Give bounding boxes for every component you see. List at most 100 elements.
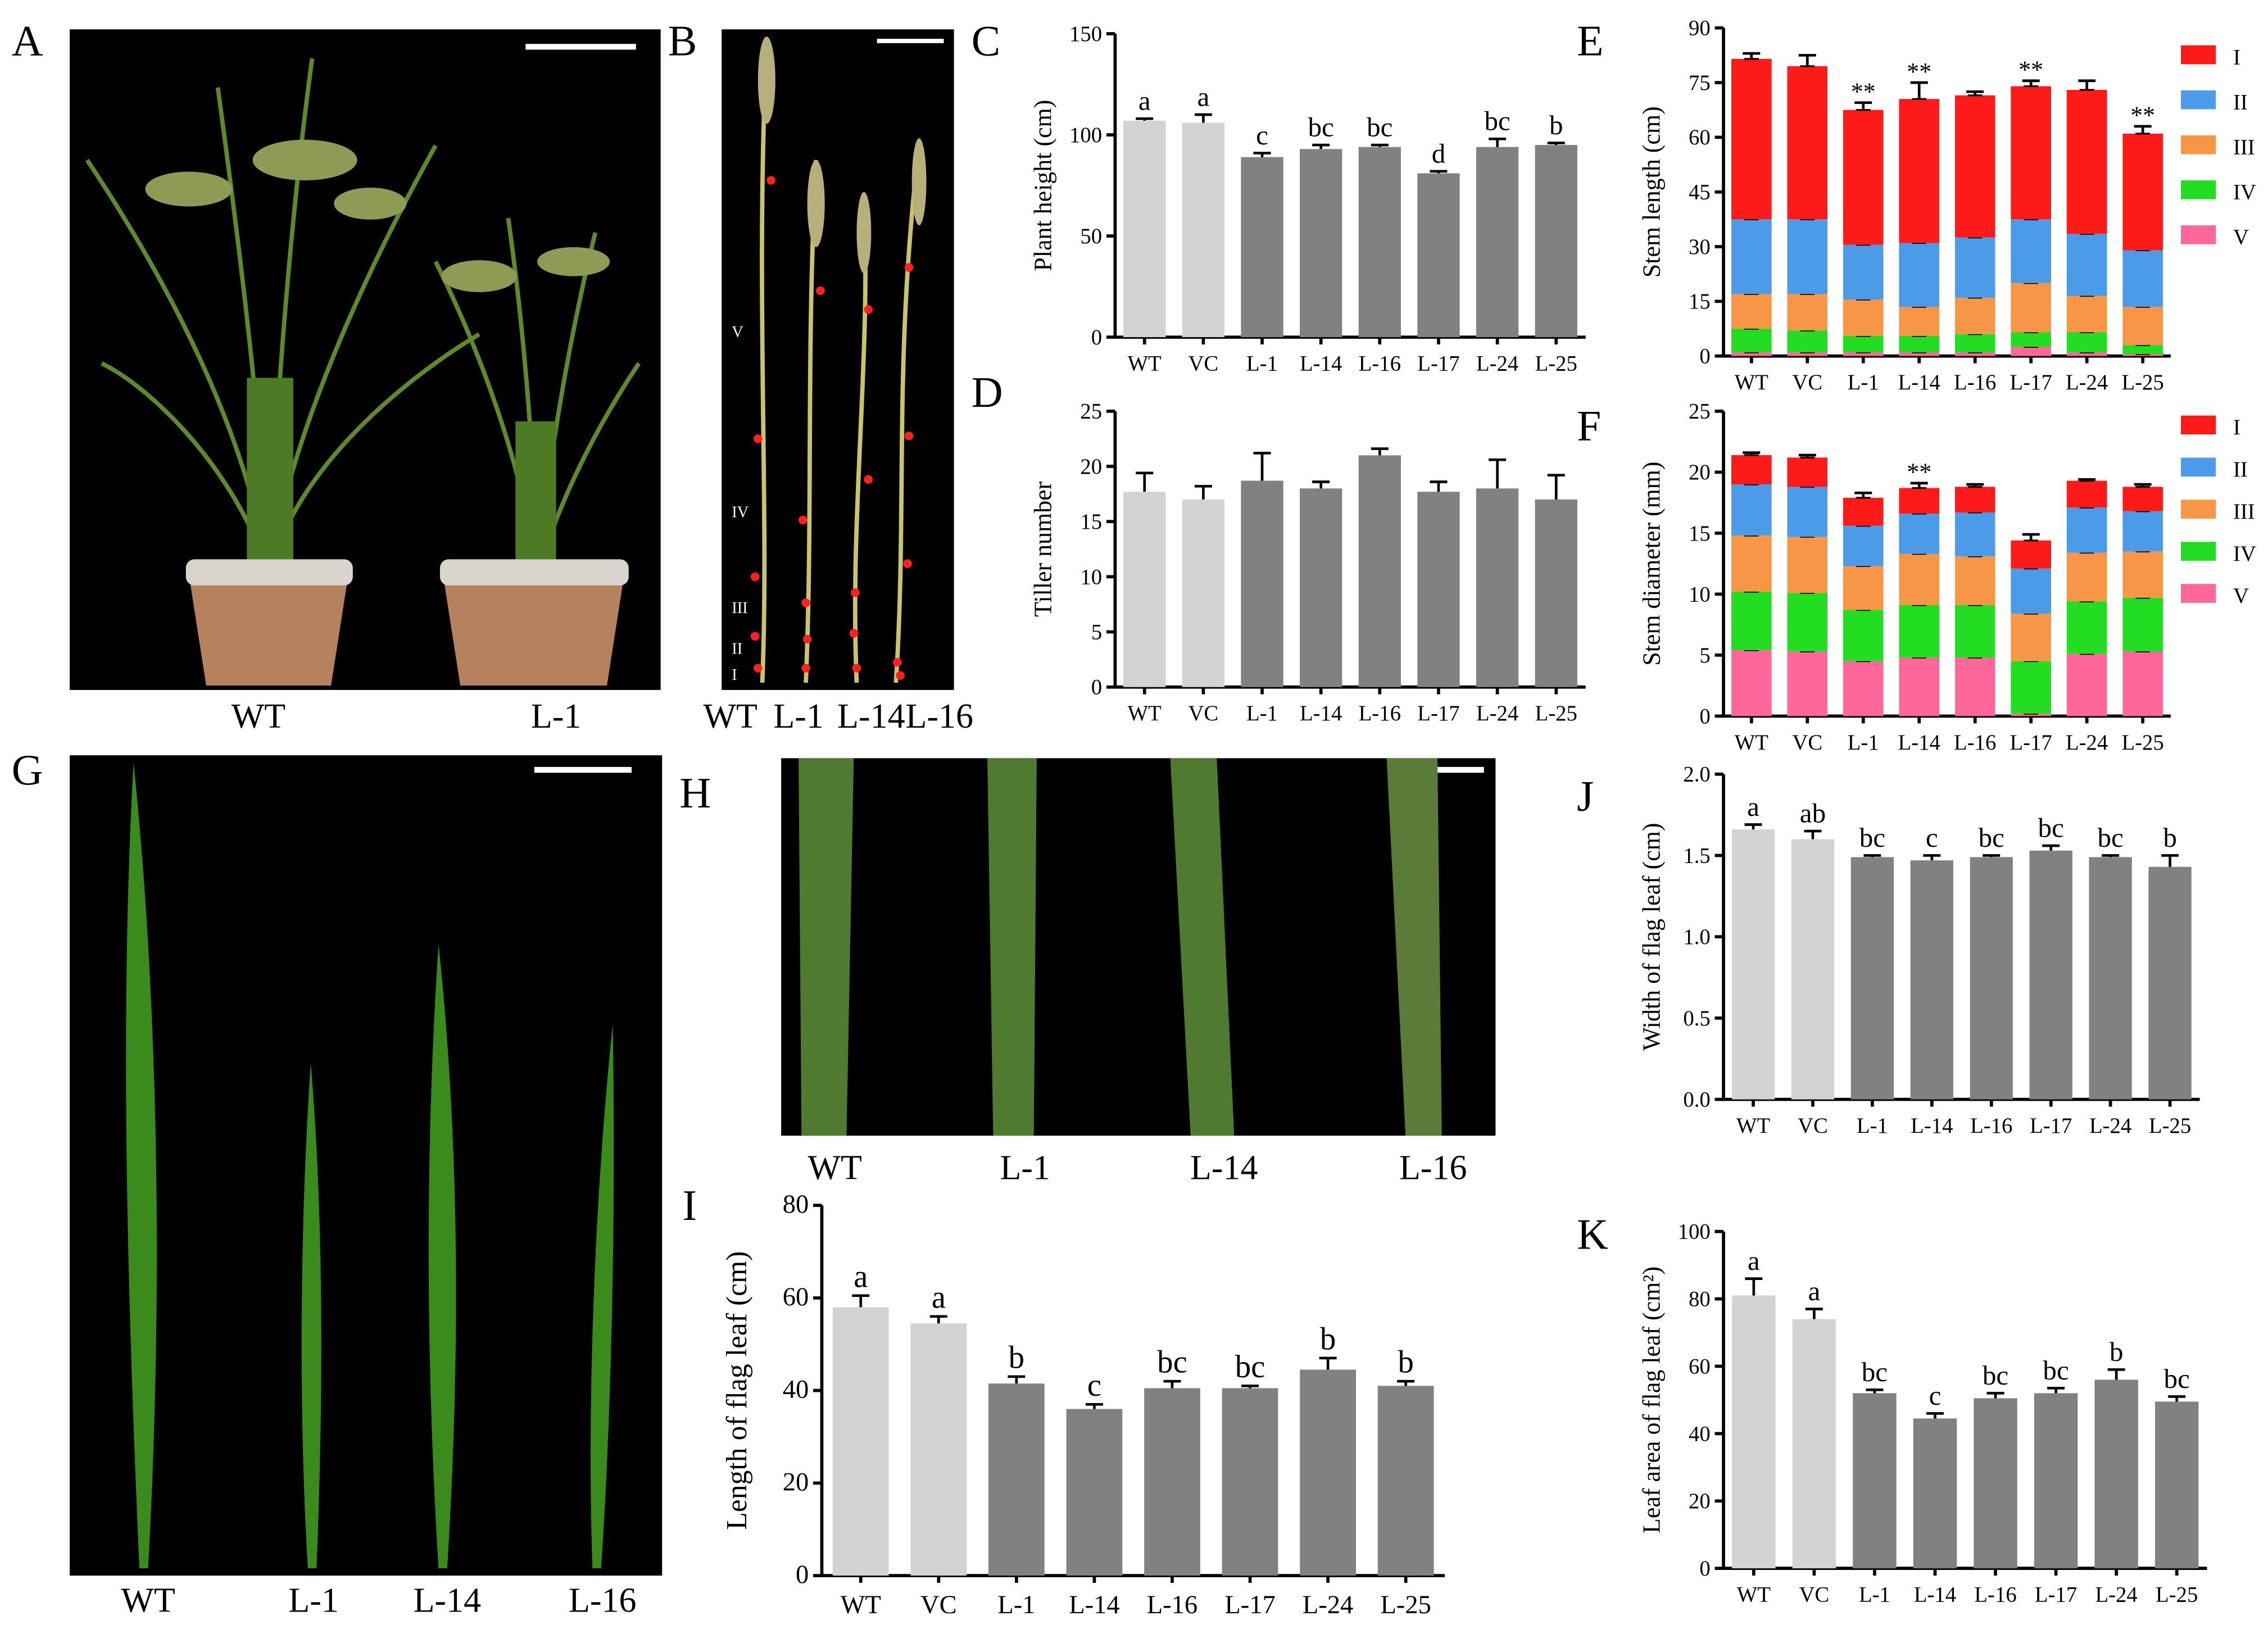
x-tick-label: L-16	[1954, 730, 1996, 755]
y-tick-label: 20	[1080, 455, 1102, 479]
x-tick-label: L-17	[1224, 1591, 1275, 1619]
x-tick-label: L-1	[1848, 370, 1879, 394]
bar-segment-iii	[1954, 297, 1995, 334]
bar-segment-iv	[1787, 330, 1828, 353]
significance-letter: b	[1398, 1345, 1413, 1380]
x-tick-label: L-14	[1069, 1591, 1119, 1619]
panel-h-label-l16: L-16	[1399, 1149, 1467, 1187]
x-tick-label: L-17	[2030, 1114, 2072, 1138]
internode-label-iv: IV	[732, 503, 749, 521]
bar-segment-v	[2011, 714, 2051, 716]
significance-letter: bc	[1235, 1349, 1265, 1385]
x-tick-label: L-1	[1848, 730, 1879, 755]
bar-segment-iv	[2122, 345, 2163, 355]
bar-segment-v	[1787, 352, 1828, 356]
bar-segment-i	[1899, 99, 1940, 243]
y-tick-label: 0.0	[1683, 1087, 1710, 1111]
panel-h-label-l14: L-14	[1190, 1149, 1258, 1187]
panel-g-label-l1: L-1	[288, 1582, 339, 1620]
bar-segment-iii	[2011, 614, 2051, 661]
bar	[1241, 480, 1283, 687]
bar-segment-v	[1899, 352, 1940, 356]
bar-segment-v	[1843, 352, 1884, 356]
x-tick-label: L-1	[997, 1591, 1035, 1619]
x-tick-label: L-14	[1898, 370, 1940, 394]
bar-segment-ii	[1787, 219, 1828, 294]
y-axis-label: Plant height (cm)	[1029, 100, 1057, 271]
panel-h-photo	[781, 758, 1496, 1136]
panel-letter-e: E	[1577, 17, 1603, 65]
significance-letter: d	[1432, 138, 1446, 169]
y-tick-label: 0	[1699, 344, 1710, 369]
bar-segment-iii	[1787, 537, 1828, 593]
significance-letter: bc	[2097, 822, 2123, 853]
bar-segment-iii	[2011, 283, 2051, 333]
y-tick-label: 1.5	[1683, 843, 1710, 868]
x-tick-label: L-16	[1359, 701, 1401, 725]
y-tick-label: 20	[1689, 460, 1711, 484]
significance-letter: a	[854, 1259, 868, 1294]
bar	[1970, 857, 2013, 1100]
bar-segment-iii	[2122, 307, 2163, 346]
x-tick-label: L-14	[1911, 1114, 1953, 1138]
y-tick-label: 5	[1699, 643, 1710, 668]
bar	[1066, 1409, 1123, 1576]
x-tick-label: VC	[1792, 730, 1822, 755]
significance-letter: c	[1926, 822, 1938, 853]
x-tick-label: L-1	[1859, 1583, 1890, 1607]
y-tick-label: 20	[783, 1468, 809, 1496]
bar	[1300, 488, 1342, 687]
x-tick-label: L-17	[1417, 701, 1459, 725]
significance-letter: a	[1197, 81, 1209, 112]
bar-segment-v	[1954, 657, 1995, 716]
significance-letter: bc	[1862, 1356, 1888, 1387]
bar-segment-iii	[1731, 294, 1772, 329]
x-tick-label: L-25	[2121, 730, 2163, 755]
internode-label-iii: III	[732, 600, 747, 617]
y-axis-label: Stem diameter (mm)	[1638, 461, 1665, 665]
bar	[1123, 120, 1166, 338]
significance-letter: b	[2110, 1336, 2124, 1367]
bar-segment-iii	[1843, 566, 1884, 610]
x-tick-label: L-16	[1147, 1591, 1197, 1619]
bar	[1222, 1388, 1278, 1576]
legend-label: II	[2233, 90, 2248, 114]
y-tick-label: 45	[1689, 180, 1711, 205]
bar-segment-iv	[1731, 592, 1772, 651]
legend-swatch	[2180, 180, 2216, 199]
significance-star: **	[1851, 78, 1876, 106]
significance-star: **	[1907, 459, 1931, 486]
y-tick-label: 30	[1689, 235, 1711, 259]
x-tick-label: VC	[1799, 1583, 1829, 1607]
bar-segment-i	[1954, 95, 1995, 238]
internode-label-ii: II	[732, 640, 742, 657]
legend-swatch	[2180, 542, 2216, 561]
y-tick-label: 100	[1678, 1220, 1711, 1244]
legend-swatch	[2180, 584, 2216, 603]
bar-segment-v	[1731, 352, 1772, 356]
x-tick-label: L-17	[2010, 370, 2052, 394]
chart-flag-leaf-length: 0 20 40 60 80 Length of flag leaf (cm) WT VC L-1…	[721, 1190, 1445, 1619]
x-tick-label: L-25	[2149, 1114, 2191, 1138]
significance-letter: bc	[2164, 1363, 2190, 1394]
x-tick-label: L-24	[1476, 351, 1518, 375]
panel-g-label-l14: L-14	[414, 1582, 482, 1620]
significance-letter: bc	[1157, 1345, 1187, 1380]
x-tick-label: WT	[1735, 730, 1769, 755]
significance-letter: bc	[1979, 822, 2004, 853]
x-tick-label: VC	[1188, 351, 1218, 375]
chart-stem-diameter: 0 5 10 15 20 25 Stem diameter (mm) WT VC L-1 L-14 L…	[1638, 400, 2256, 755]
bar	[1732, 1295, 1776, 1569]
bar-segment-iv	[2066, 601, 2107, 654]
bar	[1731, 829, 1775, 1100]
bar-segment-v	[2011, 347, 2051, 356]
y-tick-label: 10	[1689, 582, 1711, 606]
bar	[1417, 173, 1460, 338]
panel-b-label-l14: L-14	[837, 697, 905, 736]
y-tick-label: 2.0	[1683, 762, 1710, 787]
significance-letter: b	[2163, 822, 2177, 853]
panel-a-label-l1: L-1	[531, 697, 582, 736]
bar-segment-v	[1731, 650, 1772, 716]
x-tick-label: VC	[1188, 701, 1218, 725]
legend-swatch	[2180, 45, 2216, 65]
